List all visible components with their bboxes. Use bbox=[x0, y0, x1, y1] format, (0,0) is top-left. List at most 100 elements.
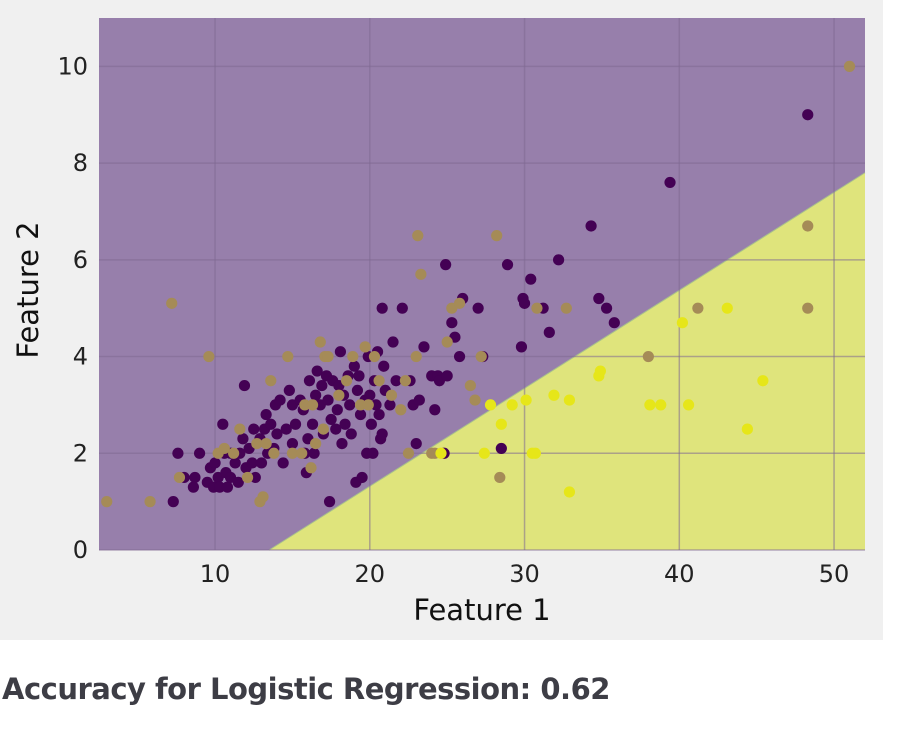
data-point-series-0 bbox=[306, 418, 319, 430]
data-point-series-0 bbox=[308, 447, 320, 459]
data-point-series-1 bbox=[802, 220, 814, 232]
data-point-series-1 bbox=[469, 394, 481, 406]
data-point-series-1 bbox=[333, 389, 345, 401]
data-point-series-0 bbox=[525, 273, 537, 285]
data-point-series-2 bbox=[495, 418, 507, 430]
data-point-series-0 bbox=[413, 394, 425, 406]
data-point-series-2 bbox=[529, 447, 541, 459]
data-point-series-1 bbox=[441, 336, 453, 348]
y-tick-label: 6 bbox=[73, 246, 88, 274]
data-point-series-1 bbox=[354, 399, 367, 411]
data-point-series-2 bbox=[644, 399, 656, 411]
data-point-series-2 bbox=[520, 394, 532, 406]
x-tick-label: 30 bbox=[509, 560, 540, 588]
data-point-series-0 bbox=[217, 418, 229, 430]
data-point-series-1 bbox=[642, 350, 654, 363]
data-point-series-0 bbox=[593, 292, 605, 305]
data-point-series-1 bbox=[257, 491, 269, 503]
data-point-series-1 bbox=[395, 404, 407, 416]
data-point-series-0 bbox=[608, 317, 620, 329]
data-point-series-0 bbox=[265, 418, 277, 430]
data-point-series-2 bbox=[682, 399, 695, 411]
data-point-series-0 bbox=[453, 350, 466, 363]
data-point-series-0 bbox=[501, 259, 514, 271]
data-point-series-1 bbox=[306, 399, 319, 411]
data-point-series-0 bbox=[172, 447, 184, 459]
data-point-series-0 bbox=[283, 384, 295, 396]
data-point-series-0 bbox=[167, 496, 179, 508]
data-point-series-1 bbox=[218, 442, 230, 455]
data-point-series-2 bbox=[548, 389, 560, 401]
data-point-series-0 bbox=[289, 418, 302, 430]
data-point-series-1 bbox=[234, 423, 246, 435]
data-point-series-0 bbox=[495, 442, 507, 455]
data-point-series-2 bbox=[506, 399, 518, 411]
data-point-series-2 bbox=[594, 365, 606, 377]
data-point-series-1 bbox=[251, 438, 263, 450]
data-point-series-1 bbox=[491, 230, 503, 242]
data-point-series-1 bbox=[296, 447, 308, 459]
data-point-series-0 bbox=[330, 423, 342, 435]
data-point-series-0 bbox=[440, 259, 452, 271]
data-point-series-0 bbox=[229, 457, 241, 469]
x-axis-label: Feature 1 bbox=[413, 593, 550, 627]
data-point-series-0 bbox=[189, 471, 201, 484]
data-point-series-0 bbox=[370, 399, 382, 411]
data-point-series-0 bbox=[365, 418, 377, 430]
data-point-series-0 bbox=[345, 428, 357, 440]
data-point-series-1 bbox=[228, 447, 240, 459]
data-point-series-0 bbox=[221, 481, 234, 493]
data-point-series-0 bbox=[373, 408, 385, 421]
data-point-series-0 bbox=[193, 447, 206, 459]
data-point-series-0 bbox=[271, 428, 283, 440]
data-point-series-1 bbox=[101, 496, 113, 508]
y-axis-label: Feature 2 bbox=[11, 221, 45, 358]
accuracy-label: Accuracy for Logistic Regression: 0.62 bbox=[2, 672, 610, 706]
data-point-series-0 bbox=[260, 408, 272, 421]
data-point-series-1 bbox=[268, 447, 280, 459]
data-point-series-1 bbox=[362, 399, 374, 411]
data-point-series-1 bbox=[494, 471, 506, 484]
data-point-series-1 bbox=[692, 302, 704, 314]
data-point-series-1 bbox=[173, 471, 186, 484]
data-point-series-0 bbox=[515, 341, 528, 353]
data-point-series-1 bbox=[475, 350, 487, 363]
data-point-series-2 bbox=[478, 447, 490, 459]
data-point-series-0 bbox=[418, 341, 430, 353]
data-point-series-1 bbox=[464, 379, 476, 392]
data-point-series-0 bbox=[336, 438, 348, 450]
data-point-series-1 bbox=[299, 399, 311, 411]
data-point-series-1 bbox=[402, 447, 415, 459]
data-point-series-0 bbox=[322, 394, 334, 406]
data-point-series-0 bbox=[214, 481, 226, 493]
figure-panel: 10 20 30 40 50 0 2 4 6 8 10 Feature 1 Feature 2 bbox=[0, 0, 883, 640]
data-point-series-0 bbox=[387, 336, 399, 348]
data-point-series-1 bbox=[203, 350, 215, 363]
data-point-series-0 bbox=[441, 370, 453, 382]
data-point-series-1 bbox=[560, 302, 572, 314]
scatter-chart: 10 20 30 40 50 0 2 4 6 8 10 Feature 1 Feature 2 bbox=[11, 18, 866, 627]
data-point-series-0 bbox=[353, 370, 365, 382]
data-point-series-0 bbox=[334, 346, 347, 358]
data-point-series-1 bbox=[385, 389, 398, 401]
data-point-series-0 bbox=[339, 418, 351, 430]
x-tick-label: 50 bbox=[819, 560, 850, 588]
data-point-series-1 bbox=[286, 447, 299, 459]
y-tick-label: 10 bbox=[57, 52, 88, 80]
data-point-series-0 bbox=[311, 365, 323, 377]
data-point-series-0 bbox=[249, 471, 261, 484]
data-point-series-1 bbox=[453, 297, 466, 309]
data-point-series-0 bbox=[390, 375, 402, 387]
data-point-series-2 bbox=[757, 375, 769, 387]
data-point-series-0 bbox=[543, 326, 555, 338]
data-point-series-2 bbox=[484, 399, 497, 411]
data-point-series-1 bbox=[144, 496, 156, 508]
data-point-series-0 bbox=[378, 360, 390, 372]
x-tick-label: 20 bbox=[355, 560, 386, 588]
data-point-series-0 bbox=[396, 302, 408, 314]
data-point-series-1 bbox=[265, 375, 277, 387]
data-point-series-0 bbox=[356, 471, 368, 484]
data-point-series-1 bbox=[310, 438, 322, 450]
x-tick-label: 40 bbox=[664, 560, 695, 588]
data-point-series-2 bbox=[741, 423, 753, 435]
